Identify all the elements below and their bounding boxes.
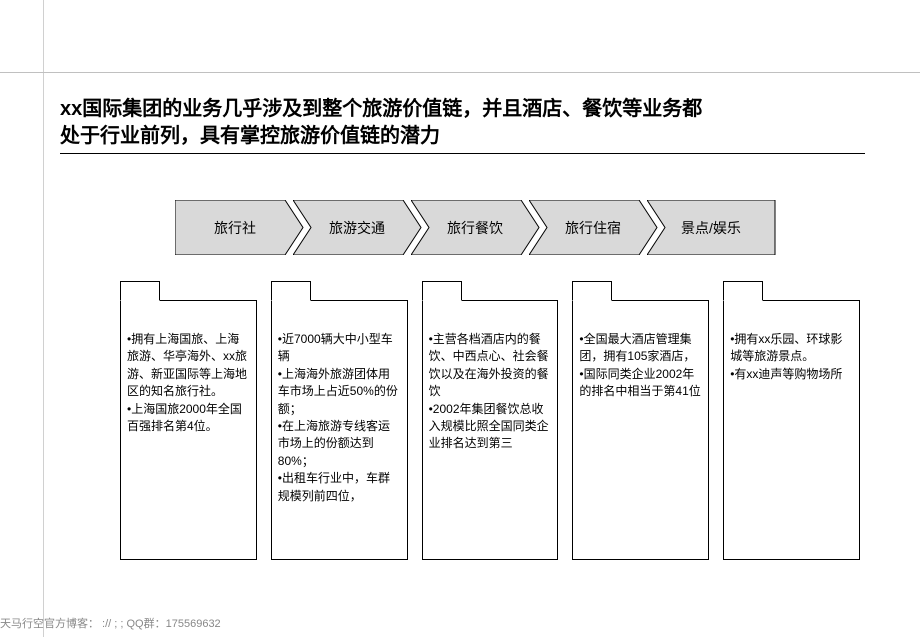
footer-text: 天马行空官方博客： :// ; ; QQ群：175569632: [0, 615, 221, 631]
page-title: xx国际集团的业务几乎涉及到整个旅游价值链，并且酒店、餐饮等业务都 处于行业前列…: [60, 96, 860, 150]
detail-box-3: •主营各档酒店内的餐饮、中西点心、社会餐饮以及在海外投资的餐饮 •2002年集团…: [422, 300, 559, 560]
bullet: •全国最大酒店管理集团，拥有105家酒店，: [579, 331, 702, 366]
left-margin-line: [43, 0, 44, 637]
box-tab: [723, 281, 763, 301]
box-tab: [271, 281, 311, 301]
detail-box-2: •近7000辆大中小型车辆 •上海海外旅游团体用车市场上占近50%的份额； •在…: [271, 300, 408, 560]
chevron-label-2: 旅游交通: [307, 200, 407, 255]
box-tab: [120, 281, 160, 301]
value-chain-chevrons: 旅行社 旅游交通 旅行餐饮 旅行住宿 景点/娱乐: [175, 200, 815, 255]
bullet: •近7000辆大中小型车辆: [278, 331, 401, 366]
bullet: •在上海旅游专线客运市场上的份额达到80%；: [278, 418, 401, 470]
bullet: •出租车行业中，车群规模列前四位，: [278, 470, 401, 505]
bullet: •拥有上海国旅、上海旅游、华亭海外、xx旅游、新亚国际等上海地区的知名旅行社。: [127, 331, 250, 401]
bullet: •拥有xx乐园、环球影城等旅游景点。: [730, 331, 853, 366]
title-underline: [60, 153, 865, 154]
bullet: •主营各档酒店内的餐饮、中西点心、社会餐饮以及在海外投资的餐饮: [429, 331, 552, 401]
bullet: •上海国旅2000年全国百强排名第4位。: [127, 401, 250, 436]
chevron-label-5: 景点/娱乐: [661, 200, 761, 255]
bullet: •国际同类企业2002年的排名中相当于第41位: [579, 366, 702, 401]
top-horizontal-rule: [0, 72, 920, 73]
bullet: •上海海外旅游团体用车市场上占近50%的份额；: [278, 366, 401, 418]
detail-box-4: •全国最大酒店管理集团，拥有105家酒店， •国际同类企业2002年的排名中相当…: [572, 300, 709, 560]
title-line-1: xx国际集团的业务几乎涉及到整个旅游价值链，并且酒店、餐饮等业务都: [60, 98, 702, 120]
bullet: •2002年集团餐饮总收入规模比照全国同类企业排名达到第三: [429, 401, 552, 453]
detail-box-5: •拥有xx乐园、环球影城等旅游景点。 •有xx迪声等购物场所: [723, 300, 860, 560]
detail-box-1: •拥有上海国旅、上海旅游、华亭海外、xx旅游、新亚国际等上海地区的知名旅行社。 …: [120, 300, 257, 560]
bullet: •有xx迪声等购物场所: [730, 366, 853, 383]
chevron-label-1: 旅行社: [185, 200, 285, 255]
chevron-label-3: 旅行餐饮: [425, 200, 525, 255]
box-tab: [422, 281, 462, 301]
box-tab: [572, 281, 612, 301]
title-line-2: 处于行业前列，具有掌控旅游价值链的潜力: [60, 125, 440, 147]
chevron-label-4: 旅行住宿: [543, 200, 643, 255]
detail-boxes-row: •拥有上海国旅、上海旅游、华亭海外、xx旅游、新亚国际等上海地区的知名旅行社。 …: [120, 300, 860, 580]
